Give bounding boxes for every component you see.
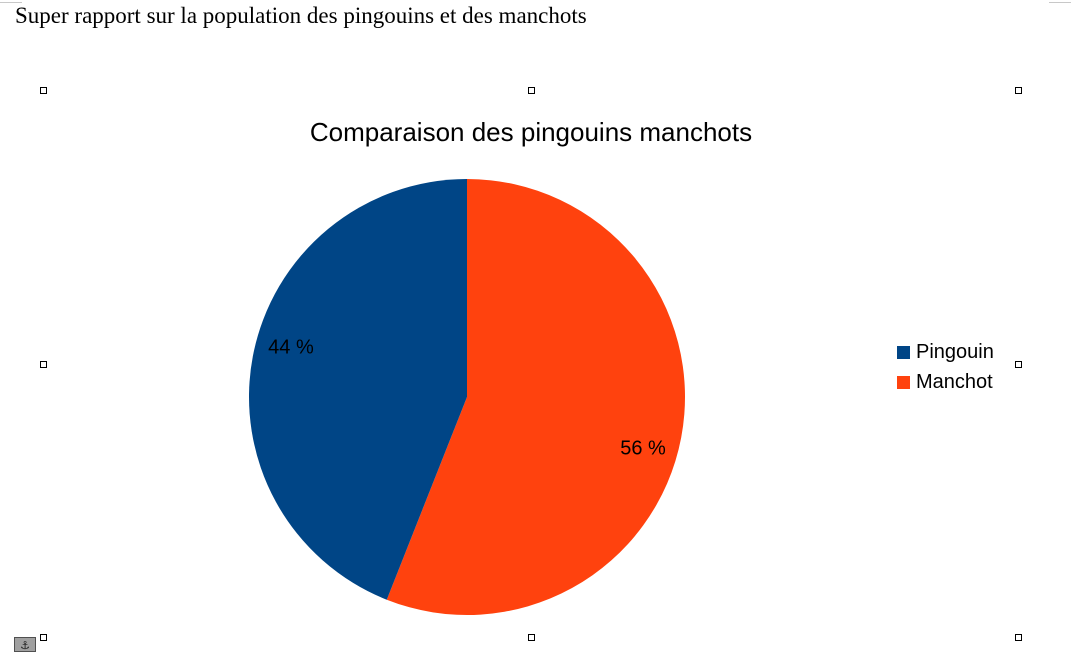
legend-label-manchot: Manchot <box>916 370 993 393</box>
pie-slice-manchot[interactable] <box>386 179 685 615</box>
selection-handle-top-right[interactable] <box>1015 87 1022 94</box>
chart-title: Comparaison des pingouins manchots <box>309 117 753 147</box>
page-corner-marker <box>0 0 22 3</box>
selection-handle-bottom-right[interactable] <box>1015 634 1022 641</box>
pie-slice-pingouin[interactable] <box>248 179 467 600</box>
page-corner-marker <box>1049 0 1071 3</box>
legend-swatch-pingouin <box>897 345 910 359</box>
selection-handle-top-left[interactable] <box>40 87 47 94</box>
legend-item-pingouin: Pingouin <box>897 337 994 367</box>
data-label-manchot: 56 % <box>620 437 666 459</box>
selection-handle-bottom-left[interactable] <box>40 634 47 641</box>
chart-legend: Pingouin Manchot <box>897 337 994 397</box>
document-title[interactable]: Super rapport sur la population des ping… <box>15 3 587 28</box>
selection-handle-middle-right[interactable] <box>1015 361 1022 368</box>
data-label-pingouin: 44 % <box>268 337 314 359</box>
selection-handle-top-center[interactable] <box>528 87 535 94</box>
legend-label-pingouin: Pingouin <box>916 340 994 363</box>
legend-swatch-manchot <box>897 375 910 389</box>
legend-item-manchot: Manchot <box>897 367 994 397</box>
anchor-icon[interactable]: ⚓ <box>14 637 36 652</box>
selection-handle-bottom-center[interactable] <box>528 634 535 641</box>
selection-handle-middle-left[interactable] <box>40 361 47 368</box>
